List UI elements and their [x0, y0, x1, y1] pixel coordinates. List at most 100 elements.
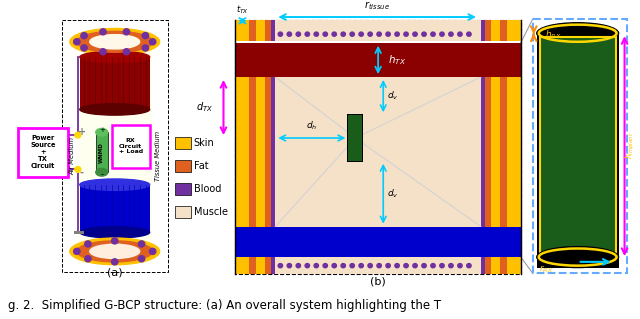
- Text: (a): (a): [107, 267, 122, 277]
- Bar: [507, 77, 521, 274]
- Circle shape: [81, 45, 87, 51]
- Bar: [250, 257, 257, 274]
- Text: $h_{RX}$: $h_{RX}$: [545, 29, 561, 41]
- Circle shape: [395, 32, 399, 36]
- Bar: [500, 257, 507, 274]
- Ellipse shape: [80, 104, 150, 115]
- Text: Tissue Medium: Tissue Medium: [155, 131, 161, 181]
- Text: Skin: Skin: [193, 138, 214, 148]
- Circle shape: [341, 263, 346, 268]
- Bar: [540, 37, 616, 253]
- Circle shape: [278, 32, 282, 36]
- Text: -: -: [80, 167, 84, 177]
- Circle shape: [314, 263, 319, 268]
- Circle shape: [138, 241, 145, 247]
- Bar: [500, 77, 507, 274]
- Bar: [532, 19, 627, 273]
- Circle shape: [386, 32, 390, 36]
- Circle shape: [395, 263, 399, 268]
- Circle shape: [296, 32, 301, 36]
- Bar: [250, 77, 257, 274]
- Ellipse shape: [70, 28, 159, 55]
- Circle shape: [350, 32, 355, 36]
- Bar: [236, 77, 250, 274]
- Circle shape: [413, 263, 417, 268]
- Bar: [236, 20, 521, 274]
- Text: $d_h$: $d_h$: [306, 120, 317, 132]
- Ellipse shape: [537, 247, 619, 268]
- Bar: [236, 226, 521, 257]
- Bar: [485, 257, 491, 274]
- Circle shape: [124, 29, 130, 35]
- Text: Fat: Fat: [193, 161, 208, 171]
- Circle shape: [84, 241, 91, 247]
- Circle shape: [386, 263, 390, 268]
- Circle shape: [404, 32, 408, 36]
- Circle shape: [440, 263, 444, 268]
- Circle shape: [81, 33, 87, 39]
- Bar: [275, 20, 481, 41]
- Text: +: +: [77, 127, 86, 137]
- Ellipse shape: [90, 244, 140, 258]
- Circle shape: [142, 33, 148, 39]
- Circle shape: [142, 45, 148, 51]
- Circle shape: [404, 263, 408, 268]
- Circle shape: [350, 263, 355, 268]
- Bar: [485, 77, 491, 274]
- Circle shape: [124, 49, 130, 55]
- Bar: [175, 206, 191, 218]
- Circle shape: [287, 32, 292, 36]
- Bar: [275, 257, 481, 274]
- Bar: [491, 20, 500, 41]
- Ellipse shape: [80, 179, 150, 190]
- Circle shape: [431, 32, 435, 36]
- Bar: [507, 20, 521, 41]
- Bar: [257, 77, 266, 274]
- Ellipse shape: [70, 238, 159, 265]
- Ellipse shape: [77, 31, 153, 52]
- Bar: [78, 110, 152, 182]
- Text: RX
Circuit
+ Load: RX Circuit + Load: [118, 138, 143, 154]
- Bar: [257, 20, 266, 41]
- Text: $h_{TX}$: $h_{TX}$: [388, 53, 406, 67]
- Circle shape: [449, 263, 453, 268]
- Bar: [481, 257, 485, 274]
- FancyBboxPatch shape: [18, 128, 68, 177]
- Text: $d_v$: $d_v$: [387, 90, 399, 102]
- Text: Muscle: Muscle: [193, 207, 228, 217]
- Circle shape: [422, 32, 426, 36]
- Bar: [481, 20, 485, 41]
- Text: $t_{TX}$: $t_{TX}$: [236, 4, 249, 16]
- Text: Power
Source
+
TX
Circuit: Power Source + TX Circuit: [30, 135, 56, 169]
- Bar: [80, 57, 150, 109]
- Circle shape: [449, 32, 453, 36]
- Circle shape: [287, 263, 292, 268]
- Ellipse shape: [80, 226, 150, 238]
- Text: WNMD: WNMD: [99, 142, 104, 163]
- Bar: [74, 231, 84, 234]
- Ellipse shape: [77, 241, 153, 262]
- Circle shape: [440, 32, 444, 36]
- Circle shape: [296, 263, 301, 268]
- Bar: [500, 20, 507, 41]
- Bar: [266, 77, 271, 274]
- Ellipse shape: [96, 129, 108, 136]
- Bar: [175, 183, 191, 195]
- Circle shape: [305, 263, 310, 268]
- Text: (b): (b): [371, 277, 386, 287]
- Circle shape: [377, 32, 381, 36]
- Bar: [275, 77, 481, 274]
- Circle shape: [111, 259, 118, 265]
- Bar: [266, 257, 271, 274]
- Ellipse shape: [90, 35, 140, 49]
- Circle shape: [138, 256, 145, 262]
- Circle shape: [150, 39, 156, 45]
- Circle shape: [100, 29, 106, 35]
- Bar: [271, 20, 275, 41]
- Circle shape: [467, 32, 471, 36]
- Circle shape: [323, 32, 328, 36]
- Circle shape: [341, 32, 346, 36]
- Circle shape: [422, 263, 426, 268]
- Circle shape: [332, 32, 337, 36]
- Circle shape: [377, 263, 381, 268]
